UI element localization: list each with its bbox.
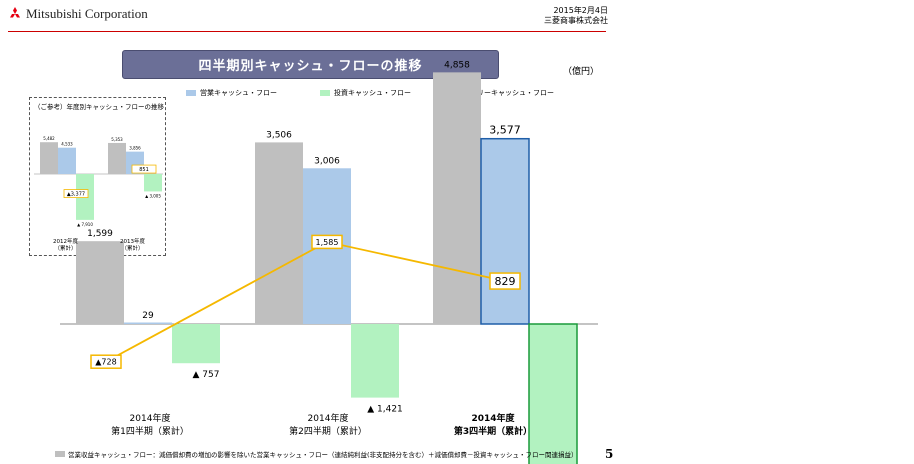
footnote-text: 営業収益キャッシュ・フロー：減価償却費の増加の影響を除いた営業キャッシュ・フロー… bbox=[68, 451, 578, 459]
bar-operating-q1 bbox=[124, 322, 172, 324]
inset-data-label-gray-2012: 5,482 bbox=[43, 136, 55, 141]
date-block: 2015年2月4日 三菱商事株式会社 bbox=[544, 6, 608, 26]
free-cashflow-marker-q3 bbox=[489, 272, 521, 290]
legend-swatch-investing bbox=[320, 90, 330, 96]
legend-label-free: フリーキャッシュ・フロー bbox=[470, 89, 554, 97]
free-cashflow-label-q2: 1,585 bbox=[316, 238, 339, 247]
company-logo: Mitsubishi Corporation bbox=[8, 6, 148, 22]
bar-gray-q3 bbox=[433, 72, 481, 325]
inset-free-marker-2013 bbox=[131, 164, 157, 174]
legend-operating: 営業キャッシュ・フロー bbox=[186, 88, 277, 98]
unit-label: （億円） bbox=[563, 67, 600, 77]
inset-category-label-2012: 2012年度 （累計） bbox=[38, 239, 93, 253]
footnote: 営業収益キャッシュ・フロー：減価償却費の増加の影響を除いた営業キャッシュ・フロー… bbox=[55, 449, 578, 459]
bar-operating-q3 bbox=[480, 137, 530, 325]
bar-investing-q2 bbox=[351, 324, 399, 398]
company-name-jp: 三菱商事株式会社 bbox=[544, 16, 608, 25]
page-number: 5 bbox=[605, 447, 614, 461]
inset-title: （ご参考）年度別キャッシュ・フローの推移 bbox=[34, 103, 164, 111]
free-cashflow-marker-q2 bbox=[311, 234, 343, 250]
category-label-q2-period: 第2四半期（累計） bbox=[289, 427, 367, 437]
inset-category-label-2013: 2013年度 （累計） bbox=[105, 239, 160, 253]
category-label-q1: 2014年度 第1四半期（累計） bbox=[90, 413, 210, 439]
three-diamonds-icon bbox=[10, 7, 20, 18]
inset-data-label-operating-2013: 3,856 bbox=[129, 146, 141, 151]
inset-data-label-operating-2012: 4,533 bbox=[61, 142, 73, 147]
bar-gray-q2 bbox=[255, 142, 303, 324]
legend-label-operating: 営業キャッシュ・フロー bbox=[200, 89, 277, 97]
inset-bar-operating-2012 bbox=[58, 147, 76, 174]
data-label-gray-q1: 1,599 bbox=[87, 229, 113, 239]
data-label-investing-q1: ▲ 757 bbox=[193, 370, 220, 380]
category-label-q2-year: 2014年度 bbox=[307, 414, 349, 424]
data-label-gray-q2: 3,506 bbox=[266, 130, 292, 140]
legend-swatch-operating bbox=[186, 90, 196, 96]
bar-investing-q1 bbox=[172, 324, 220, 364]
free-cashflow-marker-q1 bbox=[90, 354, 122, 369]
data-label-operating-q1: 29 bbox=[142, 311, 154, 321]
inset-category-2013-period: （累計） bbox=[121, 246, 144, 252]
inset-category-2012-period: （累計） bbox=[54, 246, 77, 252]
company-name: Mitsubishi Corporation bbox=[26, 6, 148, 21]
category-label-q3-period: 第3四半期（累計） bbox=[453, 427, 533, 437]
inset-free-label-2013: 851 bbox=[139, 167, 149, 173]
bar-gray-q1 bbox=[76, 241, 124, 324]
free-cashflow-label-q3: 829 bbox=[495, 275, 516, 288]
category-label-q3: 2014年度 第3四半期（累計） bbox=[433, 413, 553, 439]
inset-free-label-2012: ▲3,377 bbox=[67, 192, 85, 198]
data-label-operating-q2: 3,006 bbox=[314, 156, 340, 166]
data-label-operating-q3: 3,577 bbox=[489, 124, 521, 137]
header-rule bbox=[8, 31, 606, 32]
category-label-q1-period: 第1四半期（累計） bbox=[111, 427, 189, 437]
category-label-q1-year: 2014年度 bbox=[129, 414, 171, 424]
legend-investing: 投資キャッシュ・フロー bbox=[320, 88, 411, 98]
free-cashflow-label-q1: ▲728 bbox=[95, 358, 116, 367]
data-label-investing-q2: ▲ 1,421 bbox=[367, 405, 403, 415]
inset-bar-gray-2012 bbox=[40, 142, 58, 174]
inset-category-2012-year: 2012年度 bbox=[53, 239, 78, 245]
data-label-gray-q3: 4,858 bbox=[444, 60, 470, 70]
inset-data-label-investing-2013: ▲ 3,005 bbox=[145, 193, 161, 198]
category-label-q3-year: 2014年度 bbox=[471, 414, 515, 424]
inset-category-2013-year: 2013年度 bbox=[120, 239, 145, 245]
inset-bar-gray-2013 bbox=[108, 142, 126, 174]
report-date: 2015年2月4日 bbox=[553, 6, 608, 15]
inset-free-marker-2012 bbox=[63, 189, 89, 198]
legend-label-investing: 投資キャッシュ・フロー bbox=[334, 89, 411, 97]
inset-data-label-gray-2013: 5,353 bbox=[111, 137, 123, 142]
inset-data-label-investing-2012: ▲ 7,910 bbox=[77, 222, 93, 227]
bar-investing-q3 bbox=[528, 323, 578, 464]
category-label-q2: 2014年度 第2四半期（累計） bbox=[268, 413, 388, 439]
inset-bar-investing-2013 bbox=[144, 174, 162, 192]
footnote-swatch bbox=[55, 451, 65, 457]
